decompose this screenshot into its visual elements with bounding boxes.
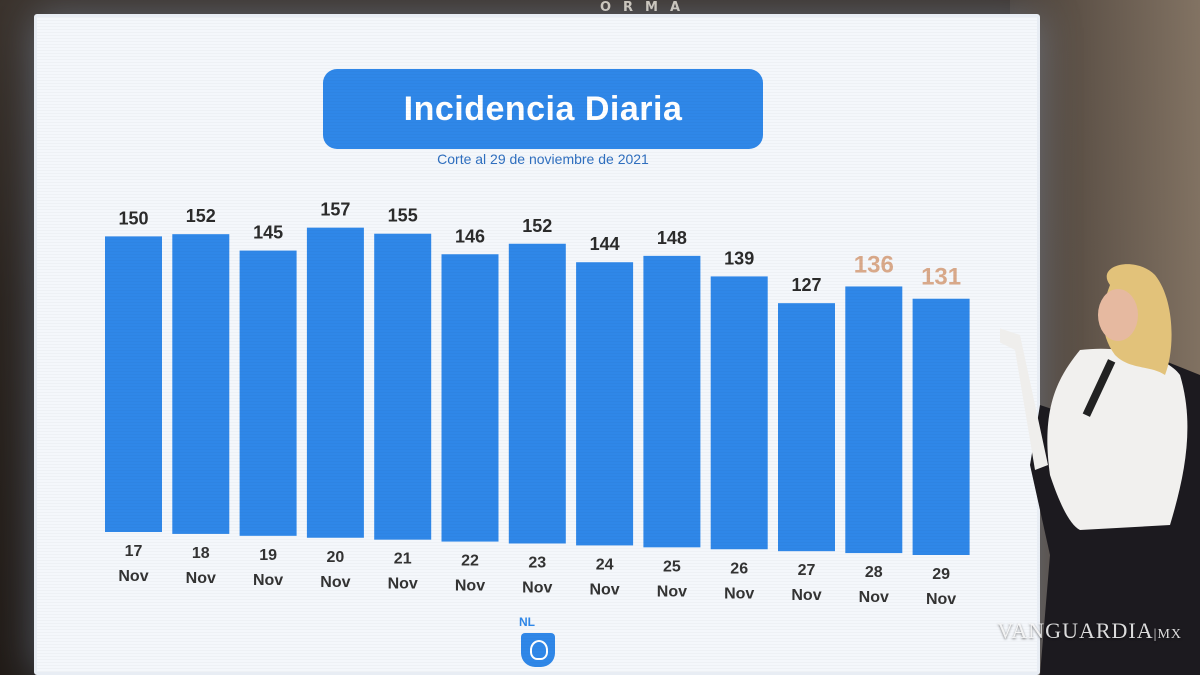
bar-22 <box>441 254 499 542</box>
tick-month-28: Nov <box>859 589 889 606</box>
tick-day-17: 17 <box>125 543 143 560</box>
tick-day-20: 20 <box>327 549 345 566</box>
bar-17 <box>105 236 162 532</box>
tick-day-27: 27 <box>798 562 816 579</box>
nl-logo-text: NL <box>519 615 535 629</box>
value-label-18: 152 <box>186 206 216 226</box>
tick-month-27: Nov <box>791 587 821 604</box>
bar-29 <box>912 298 970 555</box>
chart-title-box: Incidencia Diaria <box>323 69 763 149</box>
bar-20 <box>306 227 364 538</box>
tick-month-24: Nov <box>589 581 619 598</box>
presenter-figure <box>1000 264 1200 675</box>
tick-month-18: Nov <box>186 570 216 587</box>
chart-subtitle: Corte al 29 de noviembre de 2021 <box>437 151 649 167</box>
watermark-brand: VANGUARDIA <box>997 618 1154 643</box>
value-label-28: 136 <box>854 251 894 278</box>
tick-month-21: Nov <box>388 576 418 593</box>
tick-month-23: Nov <box>522 580 552 597</box>
tick-day-22: 22 <box>461 553 479 570</box>
tick-day-24: 24 <box>596 556 614 573</box>
tick-month-26: Nov <box>724 585 754 602</box>
tick-day-29: 29 <box>932 566 950 583</box>
tick-month-25: Nov <box>657 583 687 600</box>
value-label-19: 145 <box>253 223 283 243</box>
tick-month-19: Nov <box>253 572 283 589</box>
tick-day-25: 25 <box>663 558 681 575</box>
bar-21 <box>374 233 432 540</box>
value-label-20: 157 <box>320 200 350 220</box>
shield-icon <box>521 633 555 667</box>
banner-top: ORMA <box>600 0 693 15</box>
tick-month-17: Nov <box>118 568 148 585</box>
bar-18 <box>172 234 230 534</box>
tick-day-18: 18 <box>192 545 210 562</box>
tick-day-23: 23 <box>528 555 546 572</box>
value-label-17: 150 <box>118 208 148 228</box>
tick-day-26: 26 <box>730 560 748 577</box>
tick-month-29: Nov <box>926 591 956 608</box>
bar-chart: 150 17 Nov 152 18 Nov 145 19 Nov 157 20 Nov 155 21 Nov… <box>105 200 970 608</box>
nl-logo: NL <box>519 615 559 667</box>
value-label-21: 155 <box>388 206 418 226</box>
bar-28 <box>845 286 903 554</box>
value-label-25: 148 <box>657 228 687 248</box>
bar-23 <box>508 243 566 544</box>
value-label-22: 146 <box>455 226 485 246</box>
value-label-27: 127 <box>791 275 821 295</box>
value-label-26: 139 <box>724 248 754 268</box>
bar-26 <box>710 276 768 550</box>
value-label-29: 131 <box>921 264 961 291</box>
watermark: VANGUARDIA|MX <box>997 618 1182 643</box>
bar-25 <box>643 255 701 548</box>
bar-27 <box>778 303 835 552</box>
projection-screen: Incidencia Diaria Corte al 29 de noviemb… <box>34 14 1040 675</box>
chart-title: Incidencia Diaria <box>403 89 683 128</box>
tick-month-20: Nov <box>320 574 350 591</box>
value-label-24: 144 <box>590 234 620 254</box>
tick-day-21: 21 <box>394 551 412 568</box>
tick-day-28: 28 <box>865 564 883 581</box>
bar-19 <box>239 250 297 536</box>
tick-day-19: 19 <box>259 547 277 564</box>
watermark-suffix: MX <box>1157 627 1182 642</box>
value-label-23: 152 <box>522 216 552 236</box>
bar-24 <box>576 262 634 546</box>
tick-month-22: Nov <box>455 578 485 595</box>
